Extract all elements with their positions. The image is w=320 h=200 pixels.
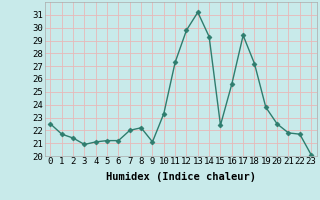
X-axis label: Humidex (Indice chaleur): Humidex (Indice chaleur) (106, 172, 256, 182)
